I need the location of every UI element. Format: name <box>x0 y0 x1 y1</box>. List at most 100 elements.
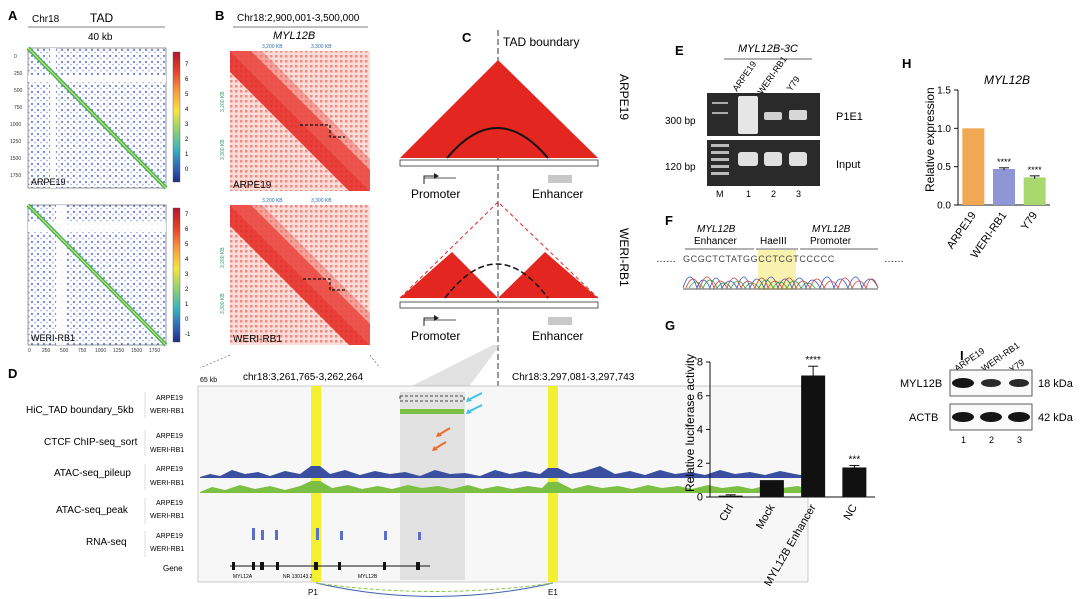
axis-tick: 1500 <box>131 348 142 354</box>
panel-a: A Chr18 TAD 40 kb ARPE19 7 6 5 4 3 2 1 0… <box>8 8 191 354</box>
f-promoter-gene: MYL12B <box>812 224 851 235</box>
lane-number: 2 <box>771 189 776 199</box>
panel-b-xtick: 3,300 KB <box>311 198 332 204</box>
category-label: NC <box>842 502 860 522</box>
blot-band <box>981 379 1001 387</box>
f-enhancer-gene: MYL12B <box>697 224 736 235</box>
sample-label: WERI-RB1 <box>150 546 184 553</box>
f-promoter-label: Promoter <box>810 236 852 247</box>
panel-a-scale-label: 40 kb <box>88 32 113 43</box>
gel-band <box>764 112 782 120</box>
sample-label: ARPE19 <box>156 433 183 440</box>
panel-c-enhancer-1: Enhancer <box>532 187 583 201</box>
blot-band <box>980 412 1002 422</box>
panel-letter-h: H <box>902 56 911 71</box>
promoter-arrowhead-icon <box>434 315 439 321</box>
bp-label-top: 300 bp <box>665 116 696 127</box>
rna-seq-peaks <box>252 528 421 540</box>
arrow-cyan-head-icon <box>466 397 472 402</box>
panel-a-sample-1: ARPE19 <box>31 177 66 187</box>
blot-band <box>952 412 974 422</box>
band-label-bottom: Input <box>836 159 860 171</box>
panel-letter-g: G <box>665 318 675 333</box>
e1-label: E1 <box>548 588 558 597</box>
gel-ladder <box>711 158 729 161</box>
significance-label: **** <box>997 157 1012 167</box>
panel-f: F MYL12B Enhancer HaeIII MYL12B Promoter… <box>656 213 904 290</box>
panel-letter-a: A <box>8 8 18 23</box>
blot-band <box>1009 379 1029 387</box>
axis-tick: 1000 <box>10 122 21 128</box>
chromosome-bar-werirb1 <box>399 301 599 309</box>
colorbar-tick: 0 <box>185 317 189 323</box>
axis-tick: 1000 <box>95 348 106 354</box>
y-tick-label: 0.5 <box>937 162 951 173</box>
zoom-projection-c <box>400 345 500 392</box>
panel-c-enhancer-2: Enhancer <box>532 329 583 343</box>
sample-label: ARPE19 <box>156 466 183 473</box>
bar <box>801 375 826 497</box>
panel-a-axis-ticks-top: 0 250 500 750 1000 1250 1500 1750 <box>10 54 23 179</box>
panel-b-ytick: 3,200 KB <box>220 91 226 112</box>
panel-b-ytick: 3,300 KB <box>220 139 226 160</box>
sample-label: ARPE19 <box>156 533 183 540</box>
i-protein-label: ACTB <box>909 412 938 424</box>
panel-b: B Chr18:2,900,001-3,500,000 MYL12B 3,200… <box>215 8 370 345</box>
zoom-projection-d <box>199 354 231 369</box>
dots-left: …… <box>656 254 676 265</box>
track-labels: HiC_TAD boundary_5kb CTCF ChIP-seq_sort … <box>26 405 183 573</box>
bar <box>759 480 784 497</box>
panel-a-colorbar-bottom: 7 6 5 4 3 2 1 0 -1 <box>172 207 191 343</box>
enhancer-box <box>548 317 572 325</box>
gene-name: MYL12A <box>233 574 253 580</box>
track-label: ATAC-seq_peak <box>56 505 129 516</box>
category-label: ARPE19 <box>945 210 979 251</box>
promoter-arrow-icon <box>423 317 434 326</box>
band-label-top: P1E1 <box>836 111 863 123</box>
axis-tick: 1750 <box>10 173 21 179</box>
axis-tick: 500 <box>60 348 69 354</box>
axis-tick: 1250 <box>10 139 21 145</box>
y-tick-label: 4 <box>697 424 703 436</box>
axis-tick: 1500 <box>10 156 21 162</box>
gel-band <box>764 152 782 166</box>
colorbar-tick: 4 <box>185 107 189 113</box>
i-protein-label: MYL12B <box>900 378 942 390</box>
lane-label: Y79 <box>784 74 801 93</box>
panel-e: E MYL12B-3C ARPE19 WERI-RB1 Y79 300 bp 1… <box>665 43 863 199</box>
arrow-orange-head-icon <box>432 446 438 451</box>
gel-ladder <box>711 165 729 168</box>
colorbar-tick: 1 <box>185 152 189 158</box>
colorbar-tick: -1 <box>185 332 191 338</box>
colorbar-tick: 2 <box>185 137 189 143</box>
chromatogram-trace-green <box>688 279 816 289</box>
panel-letter-i: I <box>960 348 964 363</box>
gel-ladder <box>711 172 729 175</box>
y-tick-label: 1.0 <box>937 124 951 135</box>
dots-right: …… <box>884 254 904 265</box>
colorbar-tick: 6 <box>185 77 189 83</box>
promoter-arrow-icon <box>423 175 434 184</box>
gel-ladder <box>711 144 729 147</box>
enhancer-box <box>548 175 572 183</box>
category-label: Y79 <box>1019 210 1040 233</box>
arrow-orange-icon <box>439 427 451 435</box>
colorbar-tick: 2 <box>185 287 189 293</box>
track-label: HiC_TAD boundary_5kb <box>26 405 134 416</box>
lane-number: 3 <box>796 189 801 199</box>
panel-a-colorbar-top: 7 6 5 4 3 2 1 0 <box>172 51 189 183</box>
y-tick-label: 2 <box>697 458 703 470</box>
panel-b-ytick: 3,300 KB <box>220 293 226 314</box>
panel-b-gene: MYL12B <box>273 30 315 42</box>
sample-label: WERI-RB1 <box>150 447 184 454</box>
chromosome-bar-arpe19 <box>399 159 599 167</box>
panel-a-chr-label: Chr18 <box>32 14 60 25</box>
tad-triangle-outline-werirb1 <box>399 201 599 299</box>
track-area <box>197 385 809 583</box>
tad-boundary-box-arpe19 <box>399 395 465 402</box>
colorbar-tick: 0 <box>185 167 189 173</box>
colorbar-tick: 5 <box>185 92 189 98</box>
axis-tick: 500 <box>14 88 23 94</box>
